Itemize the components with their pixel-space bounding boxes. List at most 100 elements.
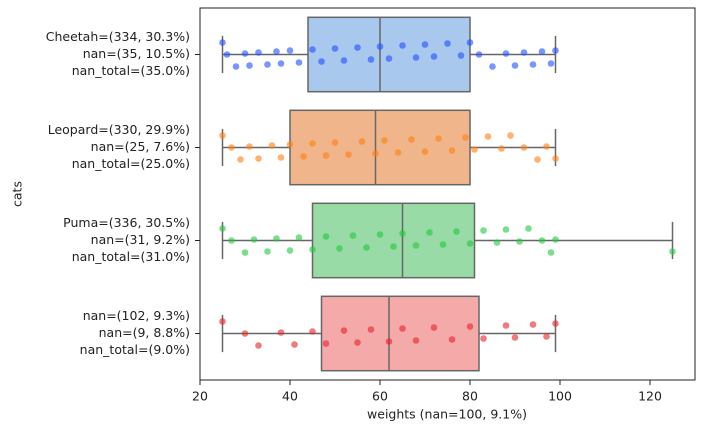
point bbox=[448, 336, 456, 343]
point bbox=[237, 156, 244, 163]
point bbox=[295, 234, 303, 241]
point bbox=[241, 50, 249, 57]
point bbox=[219, 132, 226, 139]
point bbox=[511, 62, 519, 69]
point bbox=[552, 155, 559, 162]
point bbox=[309, 46, 316, 53]
point bbox=[421, 148, 429, 155]
point bbox=[448, 147, 456, 154]
point bbox=[408, 136, 415, 143]
point bbox=[219, 318, 226, 325]
point bbox=[372, 150, 379, 157]
point bbox=[228, 144, 235, 151]
point bbox=[399, 325, 406, 332]
point bbox=[291, 341, 298, 348]
y-tick-label: nan=(102, 9.3%) bbox=[83, 308, 190, 323]
point bbox=[250, 236, 258, 243]
point bbox=[273, 235, 280, 242]
point bbox=[520, 49, 528, 56]
point bbox=[367, 326, 375, 333]
point bbox=[286, 47, 294, 54]
point bbox=[255, 49, 262, 56]
point bbox=[367, 56, 375, 63]
point bbox=[493, 239, 501, 246]
y-tick-label: nan_total=(31.0%) bbox=[72, 249, 190, 264]
point bbox=[412, 242, 420, 249]
point bbox=[520, 144, 528, 151]
point bbox=[228, 237, 235, 244]
point bbox=[480, 335, 487, 342]
point bbox=[502, 50, 510, 57]
point bbox=[538, 48, 546, 55]
point bbox=[444, 40, 451, 47]
point bbox=[552, 47, 559, 54]
box bbox=[289, 109, 471, 186]
point bbox=[421, 41, 429, 48]
point bbox=[507, 132, 514, 139]
point bbox=[489, 63, 496, 70]
point bbox=[453, 228, 460, 235]
point bbox=[471, 146, 478, 153]
y-tick-label: nan=(31, 9.2%) bbox=[91, 232, 190, 247]
point bbox=[529, 321, 537, 328]
point bbox=[385, 338, 393, 345]
point bbox=[430, 324, 438, 331]
plot-frame bbox=[199, 7, 696, 381]
point bbox=[484, 133, 492, 140]
point bbox=[466, 240, 474, 247]
point bbox=[255, 155, 262, 162]
box bbox=[320, 295, 480, 372]
point bbox=[376, 231, 384, 238]
point bbox=[255, 342, 262, 349]
point bbox=[538, 237, 546, 244]
point bbox=[286, 141, 294, 148]
point bbox=[219, 225, 226, 232]
point bbox=[331, 45, 339, 52]
point bbox=[241, 249, 249, 256]
point bbox=[219, 39, 226, 46]
y-tick-label: nan_total=(9.0%) bbox=[80, 342, 190, 357]
y-tick-label: nan_total=(25.0%) bbox=[72, 156, 190, 171]
point bbox=[336, 245, 343, 252]
point bbox=[669, 248, 676, 255]
y-axis-label: cats bbox=[10, 181, 25, 207]
y-tick-label: nan=(9, 8.8%) bbox=[99, 325, 190, 340]
point bbox=[439, 241, 447, 248]
x-tick-label: 120 bbox=[638, 389, 662, 404]
point bbox=[309, 140, 316, 147]
point bbox=[376, 43, 384, 50]
x-tick-label: 20 bbox=[192, 389, 208, 404]
box bbox=[307, 16, 471, 93]
point bbox=[277, 154, 285, 161]
point bbox=[246, 62, 253, 69]
point bbox=[435, 135, 442, 142]
point bbox=[340, 327, 348, 334]
point bbox=[277, 60, 285, 67]
point bbox=[340, 57, 348, 64]
point bbox=[525, 225, 532, 232]
point bbox=[322, 233, 330, 240]
point bbox=[430, 53, 438, 60]
point bbox=[412, 337, 420, 344]
x-axis-label: weights (nan=100, 9.1%) bbox=[367, 407, 527, 422]
y-tick-label: nan_total=(35.0%) bbox=[72, 63, 190, 78]
point bbox=[277, 329, 285, 336]
x-tick-label: 40 bbox=[282, 389, 298, 404]
point bbox=[300, 153, 307, 160]
y-tick-label: Cheetah=(334, 30.3%) bbox=[46, 29, 190, 44]
point bbox=[466, 39, 474, 46]
point bbox=[475, 51, 483, 58]
point bbox=[462, 134, 469, 141]
point bbox=[543, 333, 550, 340]
point bbox=[543, 143, 550, 150]
point bbox=[241, 330, 249, 337]
point bbox=[394, 149, 402, 156]
point bbox=[223, 51, 231, 58]
point bbox=[322, 340, 330, 347]
point bbox=[286, 247, 294, 254]
point bbox=[399, 230, 406, 237]
point bbox=[426, 229, 433, 236]
box bbox=[311, 202, 476, 279]
point bbox=[457, 52, 465, 59]
